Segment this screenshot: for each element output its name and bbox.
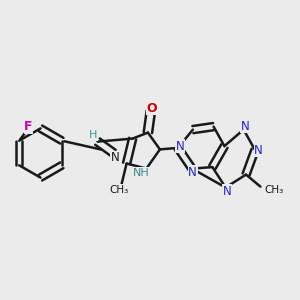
Text: O: O [146,101,157,115]
Text: H: H [89,130,97,140]
Text: NH: NH [133,168,150,178]
Text: CH₃: CH₃ [109,185,128,195]
Text: CH₃: CH₃ [265,184,284,195]
Text: N: N [254,143,263,157]
Text: N: N [110,151,119,164]
Text: N: N [176,140,185,153]
Text: F: F [24,120,33,133]
Text: N: N [223,184,232,198]
Text: N: N [188,166,197,179]
Text: N: N [241,119,250,133]
